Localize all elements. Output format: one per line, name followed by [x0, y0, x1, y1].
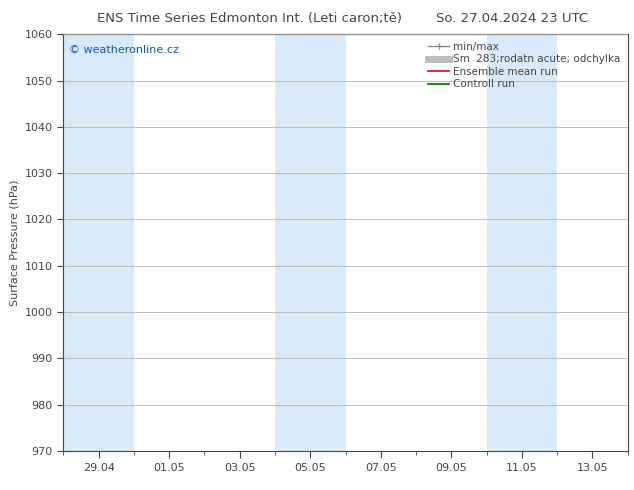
Text: © weatheronline.cz: © weatheronline.cz [69, 45, 179, 55]
Bar [63, 34, 134, 451]
Legend: min/max, Sm  283;rodatn acute; odchylka, Ensemble mean run, Controll run: min/max, Sm 283;rodatn acute; odchylka, … [426, 40, 623, 92]
Bar [275, 34, 346, 451]
Text: ENS Time Series Edmonton Int. (Leti caron;tě)        So. 27.04.2024 23 UTC: ENS Time Series Edmonton Int. (Leti caro… [97, 12, 588, 25]
Bar [487, 34, 557, 451]
Y-axis label: Surface Pressure (hPa): Surface Pressure (hPa) [10, 179, 19, 306]
